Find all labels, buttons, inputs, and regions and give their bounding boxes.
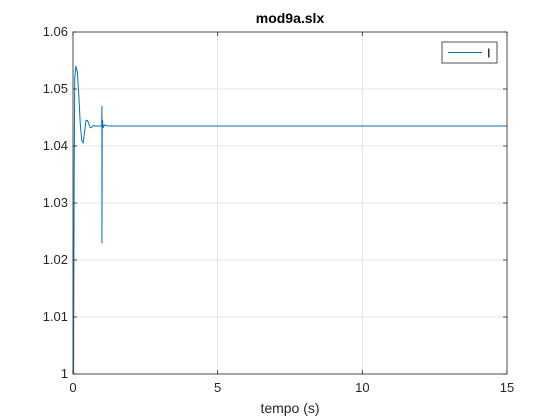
y-tick-label: 1 [61, 366, 68, 381]
x-tick-label: 15 [500, 380, 514, 395]
legend-entry-I: I [487, 46, 491, 61]
legend: I [441, 41, 498, 64]
x-tick-label: 0 [69, 380, 76, 395]
y-tick-label: 1.01 [43, 309, 68, 324]
series-layer [73, 65, 507, 375]
x-tick-label: 5 [214, 380, 221, 395]
x-axis-label: tempo (s) [260, 400, 319, 416]
chart-title: mod9a.slx [256, 10, 325, 26]
series-line-I [73, 65, 507, 375]
tick-marks [72, 31, 508, 375]
x-tick-label: 10 [355, 380, 369, 395]
y-tick-label: 1.05 [43, 81, 68, 96]
y-tick-label: 1.02 [43, 252, 68, 267]
tick-labels: 0 5 10 15 1 1.01 1.02 1.03 1.04 1.05 1.06 [43, 24, 515, 395]
y-tick-label: 1.04 [43, 138, 68, 153]
y-tick-label: 1.06 [43, 24, 68, 39]
y-tick-label: 1.03 [43, 195, 68, 210]
